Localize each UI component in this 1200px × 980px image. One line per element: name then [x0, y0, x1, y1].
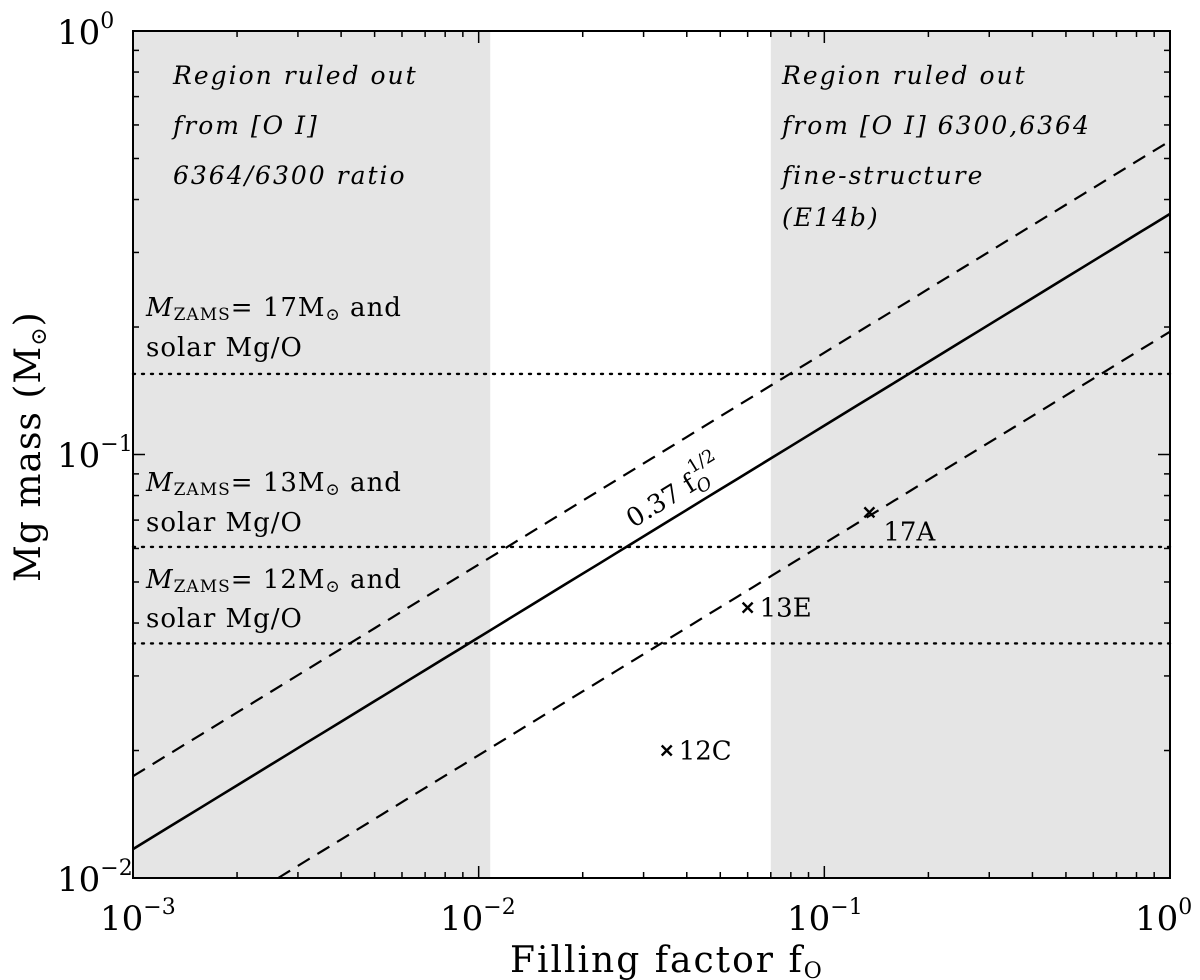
x-tick-label-0: 10−3 [100, 895, 176, 939]
hline-label-17-line-1: MZAMS= 17M⊙ and [145, 293, 402, 325]
series-line-0-solid [132, 212, 1171, 851]
hline-label-12-line-2: solar Mg/O [146, 604, 303, 634]
hline-label-17: MZAMS= 17M⊙ and solar Mg/O [145, 293, 402, 363]
point-marker-12C [660, 744, 673, 757]
right-region-line-2: from [O I] 6300,6364 [780, 111, 1091, 140]
shaded-regions [133, 31, 1170, 878]
point-label-12C: 12C [679, 737, 732, 767]
right-region-text: Region ruled out from [O I] 6300,6364 fi… [780, 61, 1091, 232]
solid-line-label: 0.37 fO1/2 [617, 445, 731, 538]
point-marker-13E [741, 601, 754, 614]
y-axis-title: Mg mass (M⊙) [8, 311, 52, 582]
solid-line-label-text: 0.37 fO1/2 [617, 445, 731, 538]
x-tick-label-2: 10−1 [787, 895, 863, 939]
hline-label-13-line-1: MZAMS= 13M⊙ and [145, 468, 402, 500]
hline-label-12: MZAMS= 12M⊙ and solar Mg/O [145, 565, 402, 634]
series-lines [132, 140, 1171, 879]
data-points: 17A 13E 12C [660, 506, 936, 767]
right-region-line-1: Region ruled out [781, 61, 1027, 90]
y-tick-label-1: 10−1 [57, 432, 133, 476]
left-region-line-1: Region ruled out [172, 61, 418, 90]
right-region-line-4: (E14b) [782, 203, 880, 232]
hline-label-12-line-1: MZAMS= 12M⊙ and [145, 565, 402, 597]
point-label-17A: 17A [883, 517, 936, 547]
data-point-17A: 17A [863, 506, 936, 547]
hline-label-13-line-2: solar Mg/O [146, 508, 303, 538]
x-tick-labels: 10−3 10−2 10−1 100 [100, 895, 1192, 939]
data-point-12C: 12C [660, 737, 732, 767]
left-region-line-3: 6364/6300 ratio [173, 161, 407, 190]
hline-label-13: MZAMS= 13M⊙ and solar Mg/O [145, 468, 402, 538]
x-axis-title: Filling factor fO [510, 940, 824, 980]
x-tick-label-3: 100 [1135, 895, 1192, 939]
x-tick-label-1: 10−2 [440, 895, 516, 939]
point-marker-17A [863, 506, 876, 519]
series-line-1-dashed [132, 140, 1171, 778]
y-tick-labels: 10−2 10−1 100 [57, 9, 133, 900]
hline-label-17-line-2: solar Mg/O [146, 333, 303, 363]
right-region-line-3: fine-structure [780, 161, 984, 190]
point-label-13E: 13E [760, 594, 812, 624]
shaded-region-0 [133, 31, 491, 878]
horizontal-reference-lines [131, 372, 1172, 645]
left-region-line-2: from [O I] [171, 111, 319, 140]
series-line-2-dashed [277, 330, 1171, 879]
data-point-13E: 13E [741, 594, 812, 624]
axis-ticks [132, 30, 1171, 879]
y-tick-label-0: 10−2 [57, 856, 133, 900]
left-region-text: Region ruled out from [O I] 6364/6300 ra… [171, 61, 418, 190]
y-tick-label-2: 100 [57, 9, 114, 53]
